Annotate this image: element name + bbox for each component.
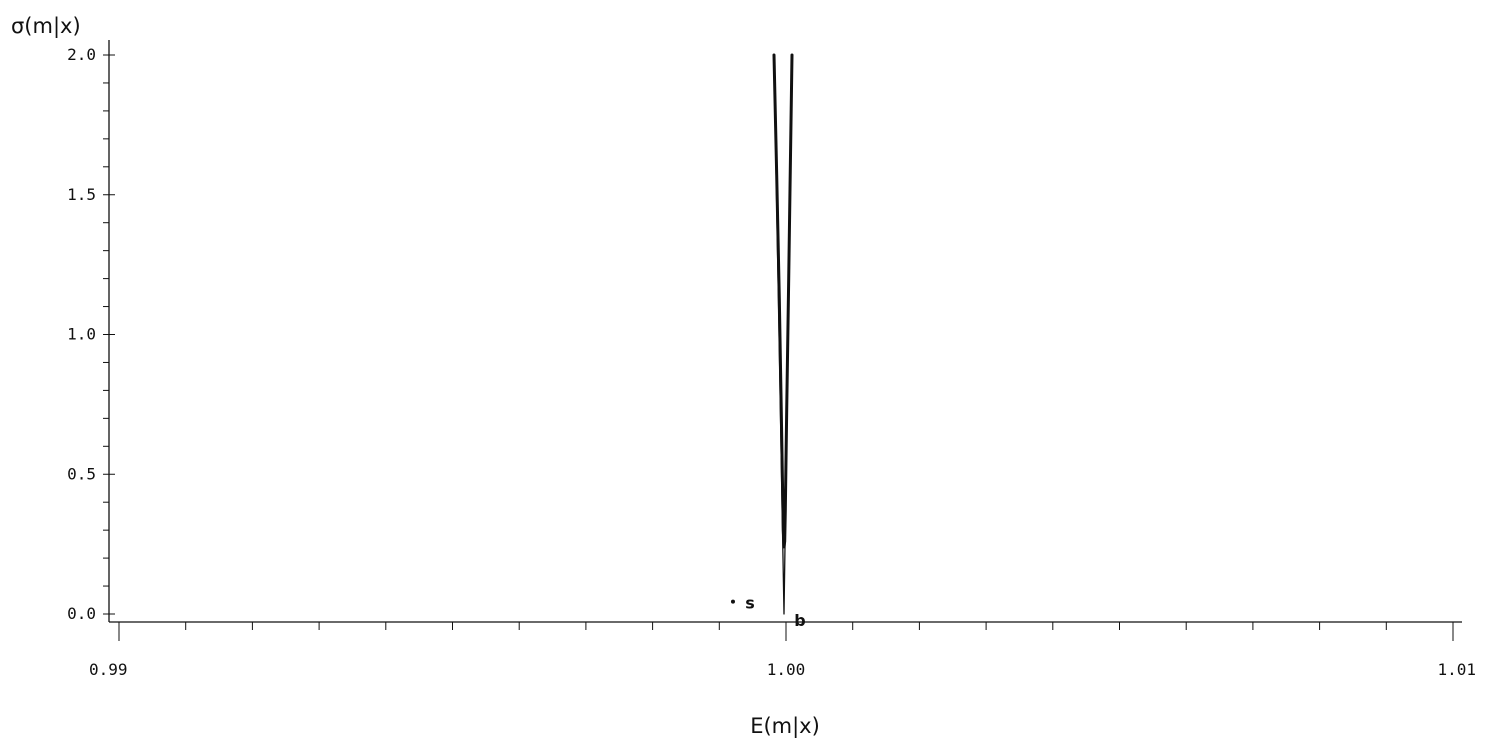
- x-tick-label: 0.99: [89, 660, 128, 679]
- y-tick-label: 0.0: [67, 604, 96, 623]
- x-axis-title: E(m|x): [750, 714, 820, 739]
- tick-labels: 0.0 0.5 1.0 1.5 2.0 0.99 1.00 1.01: [67, 45, 1476, 679]
- point-label-s: s: [745, 594, 755, 613]
- x-tick-label: 1.00: [767, 660, 806, 679]
- point-label-b: b: [794, 611, 805, 630]
- y-tick-label: 2.0: [67, 45, 96, 64]
- x-tick-label: 1.01: [1437, 660, 1476, 679]
- frontier-curve-thin: [773, 54, 793, 615]
- y-tick-label: 1.5: [67, 185, 96, 204]
- point-marker-s: [730, 599, 735, 604]
- annotations: sb: [730, 594, 806, 630]
- frontier-curve-thick: [772, 53, 794, 549]
- series-group: [772, 53, 794, 615]
- axis-ticks: [103, 54, 1454, 641]
- y-tick-label: 1.0: [67, 325, 96, 344]
- y-axis-title: σ(m|x): [11, 14, 81, 39]
- y-tick-label: 0.5: [67, 464, 96, 483]
